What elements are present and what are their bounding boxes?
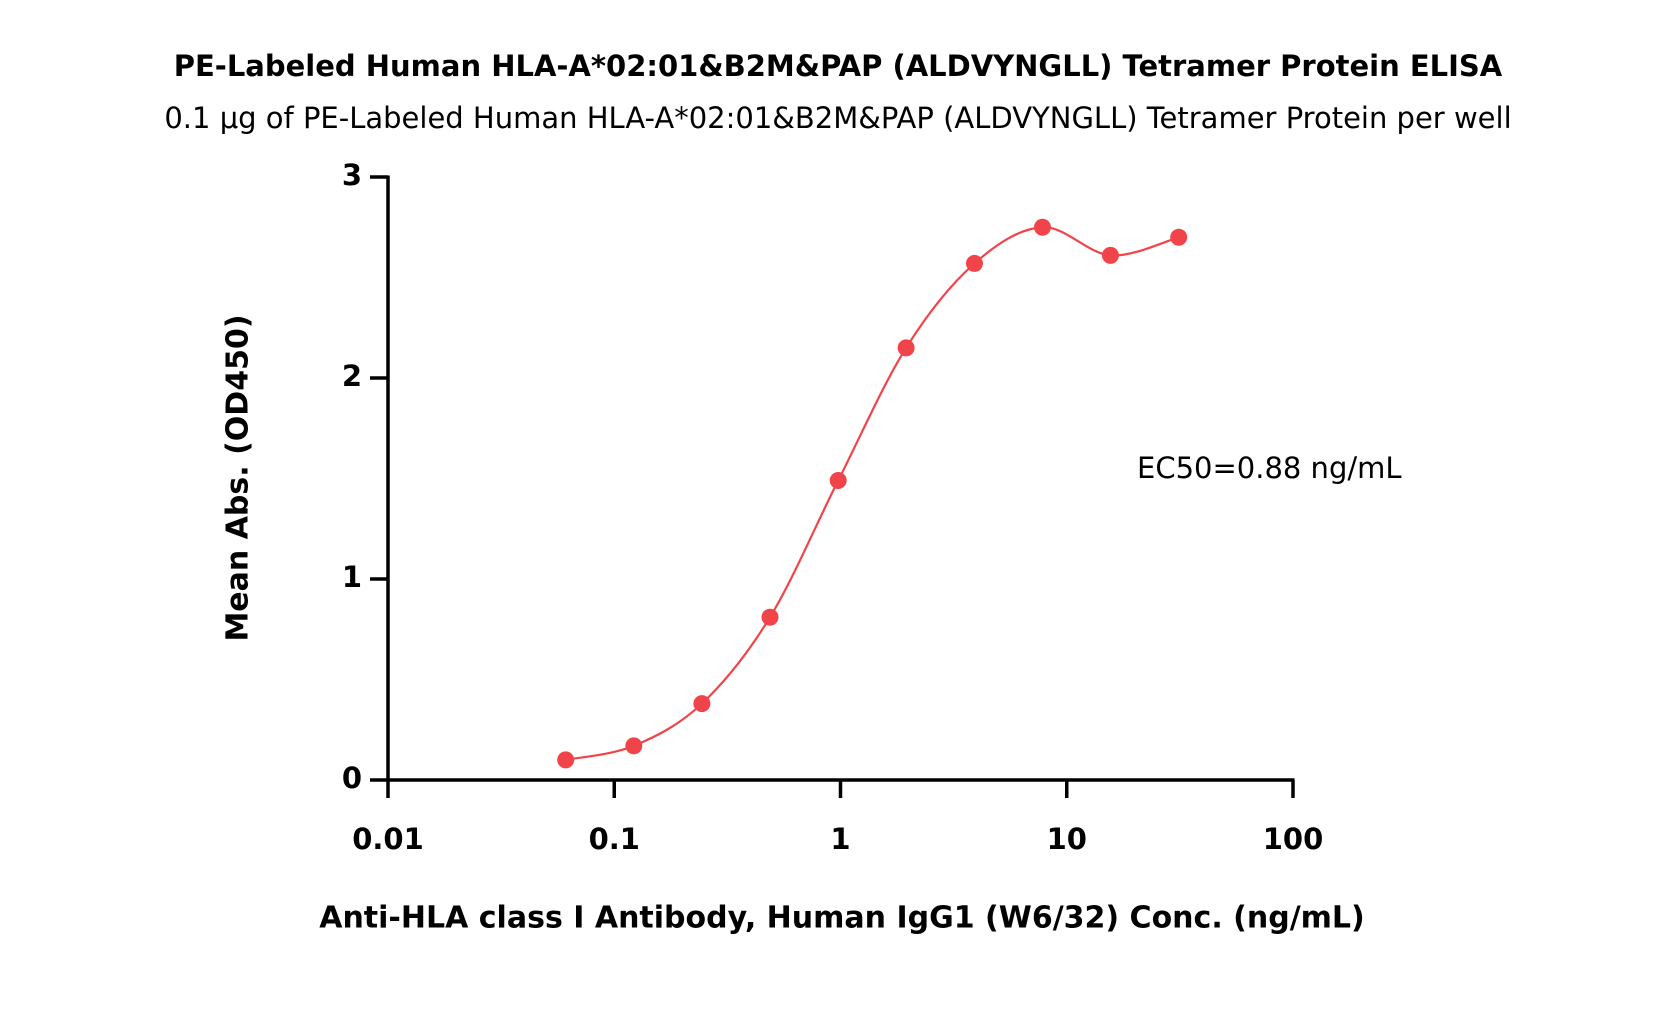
data-point xyxy=(693,695,711,713)
y-tick-label: 3 xyxy=(342,158,362,192)
data-point xyxy=(1033,218,1051,236)
data-point xyxy=(1170,228,1188,246)
y-tick-label: 1 xyxy=(342,560,362,594)
x-tick-label: 10 xyxy=(1047,822,1087,856)
x-tick-label: 0.01 xyxy=(352,822,424,856)
data-point xyxy=(897,339,915,357)
data-point xyxy=(761,608,779,626)
y-tick-label: 0 xyxy=(342,761,362,795)
data-point xyxy=(557,751,575,769)
y-axis-label: Mean Abs. (OD450) xyxy=(221,314,256,641)
data-point xyxy=(1101,246,1119,264)
chart-subtitle: 0.1 μg of PE-Labeled Human HLA-A*02:01&B… xyxy=(164,101,1511,135)
data-point xyxy=(965,254,983,272)
x-tick-label: 1 xyxy=(830,822,850,856)
x-tick-label: 100 xyxy=(1263,822,1324,856)
y-tick-label: 2 xyxy=(342,359,362,393)
fit-curve xyxy=(565,226,1180,761)
chart-title: PE-Labeled Human HLA-A*02:01&B2M&PAP (AL… xyxy=(174,49,1503,83)
annotation: EC50=0.88 ng/mL xyxy=(1137,451,1402,485)
x-axis-label: Anti-HLA class I Antibody, Human IgG1 (W… xyxy=(319,901,1365,936)
x-tick-label: 0.1 xyxy=(589,822,640,856)
data-point xyxy=(625,737,643,755)
data-point xyxy=(829,472,847,490)
